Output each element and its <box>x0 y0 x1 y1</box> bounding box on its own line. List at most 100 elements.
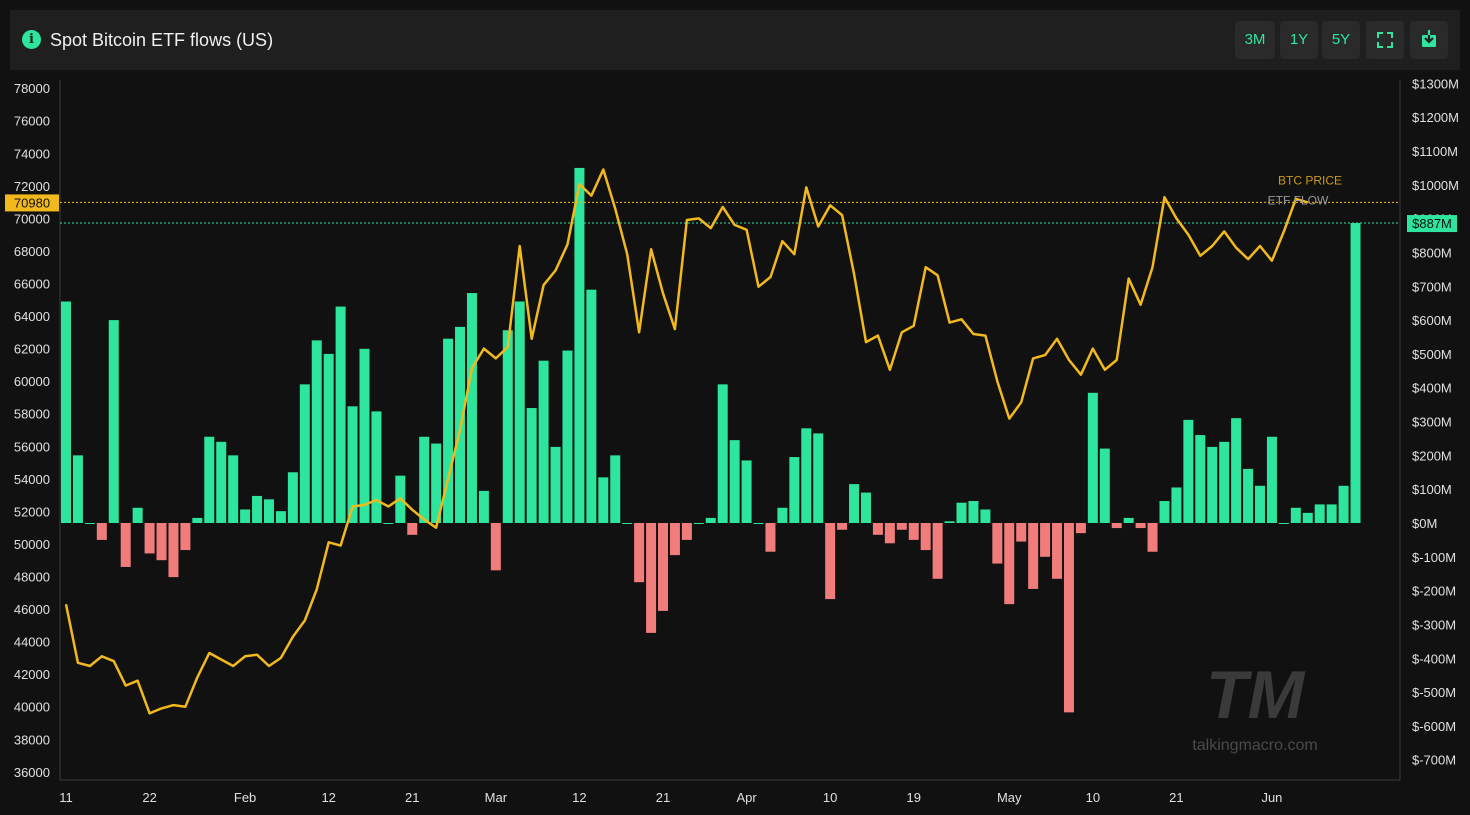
range-5y-button[interactable]: 5Y <box>1322 21 1360 59</box>
outflow-bar <box>1147 522 1158 552</box>
inflow-bar <box>359 348 370 523</box>
inflow-bar <box>252 495 263 523</box>
inflow-bar <box>526 408 537 523</box>
inflow-bar <box>216 441 227 523</box>
inflow-bar <box>813 433 824 523</box>
right-tick-label: $400M <box>1412 381 1452 396</box>
etf-flow-chart: 78000 76000 74000 72000 70000 68000 66000 64000… <box>5 76 1459 805</box>
inflow-bar <box>204 436 215 523</box>
outflow-bar <box>144 522 155 554</box>
inflow-bar <box>610 455 621 523</box>
left-tick-label: 38000 <box>14 732 50 747</box>
x-tick-label: 21 <box>1169 790 1183 805</box>
inflow-bar <box>431 443 442 523</box>
inflow-bar <box>1183 419 1194 523</box>
outflow-bar <box>156 522 167 561</box>
inflow-bar <box>383 522 394 524</box>
inflow-bar <box>538 360 549 523</box>
inflow-bar <box>1338 485 1349 523</box>
right-tick-label: $500M <box>1412 347 1452 362</box>
right-tick-label: $1200M <box>1412 110 1459 125</box>
inflow-bar <box>1159 501 1170 523</box>
inflow-bar <box>1350 223 1361 523</box>
right-tick-label: $600M <box>1412 313 1452 328</box>
right-tick-label: $-600M <box>1412 719 1456 734</box>
outflow-bar <box>646 522 657 633</box>
inflow-bar <box>299 384 310 523</box>
x-tick-label: 22 <box>142 790 156 805</box>
outflow-bar <box>896 522 907 530</box>
btc-price-line <box>64 168 1309 715</box>
inflow-bar <box>1231 418 1242 523</box>
outflow-bar <box>765 522 776 552</box>
x-tick-label: Jun <box>1261 790 1282 805</box>
range-3m-button[interactable]: 3M <box>1235 21 1275 59</box>
outflow-bar <box>908 522 919 540</box>
range-1y-button[interactable]: 1Y <box>1280 21 1318 59</box>
inflow-bar <box>371 411 382 523</box>
inflow-bar <box>514 301 525 523</box>
inflow-bar <box>586 289 597 523</box>
left-tick-label: 52000 <box>14 504 50 519</box>
inflow-bar <box>419 436 430 523</box>
left-tick-label: 68000 <box>14 244 50 259</box>
inflow-bar <box>132 507 143 523</box>
inflow-bar <box>1195 435 1206 523</box>
inflow-bar <box>311 340 322 523</box>
left-tick-label: 72000 <box>14 179 50 194</box>
outflow-bar <box>669 522 680 556</box>
outflow-bar <box>490 522 501 571</box>
inflow-bar <box>956 502 967 523</box>
outflow-bar <box>1016 522 1027 542</box>
outflow-bar <box>407 522 418 535</box>
inflow-bar <box>1123 517 1134 523</box>
x-tick-label: May <box>997 790 1022 805</box>
inflow-bar <box>860 492 871 523</box>
inflow-bar <box>1290 507 1301 523</box>
inflow-bar <box>263 499 274 523</box>
x-tick-label: 21 <box>656 790 670 805</box>
inflow-bar <box>598 477 609 523</box>
outflow-bar <box>1040 522 1051 557</box>
inflow-bar <box>1243 468 1254 523</box>
inflow-bar <box>1219 441 1230 523</box>
outflow-bar <box>872 522 883 535</box>
outflow-bar <box>1052 522 1063 579</box>
inflow-bar <box>753 522 764 524</box>
download-icon <box>1422 30 1436 47</box>
outflow-bar <box>884 522 895 544</box>
left-tick-label: 74000 <box>14 146 50 161</box>
inflow-bar <box>1314 504 1325 523</box>
inflow-bar <box>61 301 71 523</box>
outflow-bar <box>837 522 848 530</box>
x-tick-label: 19 <box>907 790 921 805</box>
inflow-bar <box>275 511 286 523</box>
outflow-bar <box>1063 522 1074 713</box>
outflow-bar <box>992 522 1003 564</box>
download-button[interactable] <box>1410 21 1448 59</box>
inflow-bar <box>980 509 991 523</box>
chart-title: Spot Bitcoin ETF flows (US) <box>50 30 274 50</box>
right-tick-label: $-400M <box>1412 651 1456 666</box>
right-tick-label: $1300M <box>1412 76 1459 91</box>
inflow-bar <box>562 350 573 523</box>
chart-header: i Spot Bitcoin ETF flows (US) 3M 1Y 5Y <box>10 10 1460 70</box>
inflow-bar <box>240 509 251 523</box>
left-tick-label: 56000 <box>14 439 50 454</box>
right-tick-label: $300M <box>1412 415 1452 430</box>
inflow-bar <box>466 293 477 523</box>
inflow-bar <box>1171 487 1182 523</box>
info-icon[interactable]: i <box>22 30 41 49</box>
x-tick-label: Apr <box>736 790 757 805</box>
inflow-bar <box>777 507 788 523</box>
fullscreen-button[interactable] <box>1366 21 1404 59</box>
right-tick-label: $700M <box>1412 279 1452 294</box>
watermark-logo: TM <box>1206 657 1306 733</box>
inflow-bar <box>1099 448 1110 523</box>
inflow-bar <box>574 167 585 523</box>
inflow-bar <box>693 522 704 524</box>
outflow-bar <box>1004 522 1015 605</box>
inflow-bar <box>741 460 752 523</box>
outflow-bar <box>634 522 645 583</box>
price-series-label: BTC PRICE <box>1278 173 1342 187</box>
